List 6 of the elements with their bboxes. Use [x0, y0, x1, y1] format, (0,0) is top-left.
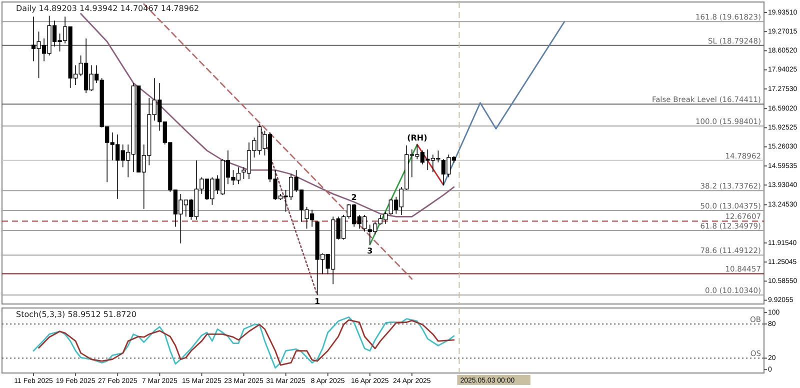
annotation: 2 — [351, 193, 357, 202]
annotation: 1 — [314, 297, 321, 306]
annotation: (RH) — [407, 134, 428, 143]
annotation: 3 — [367, 246, 373, 256]
chart-title: Stoch(5,3,3) 58.9512 51.8720 — [16, 310, 136, 319]
chart-title: Daily 14.89203 14.93942 14.70467 14.78962 — [16, 4, 200, 13]
